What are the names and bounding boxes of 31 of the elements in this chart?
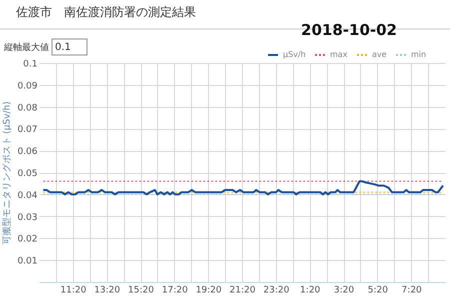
- x-tick-label: 5:20: [368, 286, 388, 296]
- chart-title: 佐渡市 南佐渡消防署の測定結果: [16, 5, 196, 19]
- y-tick-label: 0.07: [17, 125, 38, 136]
- y-tick-label: 0.04: [17, 190, 38, 201]
- y-tick-label: 0.1: [23, 60, 38, 70]
- x-tick-label: 3:20: [334, 286, 354, 296]
- x-tick-label: 17:20: [162, 286, 188, 296]
- legend-label: min: [411, 50, 426, 59]
- y-tick-label: 0.05: [17, 169, 38, 179]
- y-tick-label: 0.09: [17, 81, 38, 92]
- y-axis-title: 可搬型モニタリングポスト (μSv/h): [1, 101, 12, 245]
- y-tick-label: 0.06: [17, 147, 38, 158]
- x-tick-label: 23:20: [263, 286, 290, 296]
- chart-subtitle: 2018-10-02: [301, 21, 397, 39]
- y-tick-label: 0.08: [17, 103, 38, 114]
- x-tick-label: 15:20: [128, 286, 154, 296]
- x-tick-label: 21:20: [230, 286, 256, 296]
- x-tick-label: 13:20: [94, 286, 120, 296]
- x-tick-label: 1:20: [300, 286, 321, 296]
- x-tick-label: 7:20: [402, 286, 422, 296]
- y-tick-label: 0.03: [17, 212, 38, 223]
- x-tick-label: 19:20: [196, 286, 222, 296]
- text: 0.1: [55, 42, 71, 53]
- line-series: [42, 180, 444, 196]
- legend-label: μSv/h: [283, 50, 306, 59]
- legend-label: max: [330, 50, 348, 59]
- y-tick-label: 0.01: [17, 256, 38, 267]
- text: 縦軸最大値: [3, 42, 49, 53]
- legend-label: ave: [372, 50, 387, 59]
- x-tick-label: 11:20: [60, 286, 87, 296]
- y-tick-label: 0.02: [17, 234, 38, 245]
